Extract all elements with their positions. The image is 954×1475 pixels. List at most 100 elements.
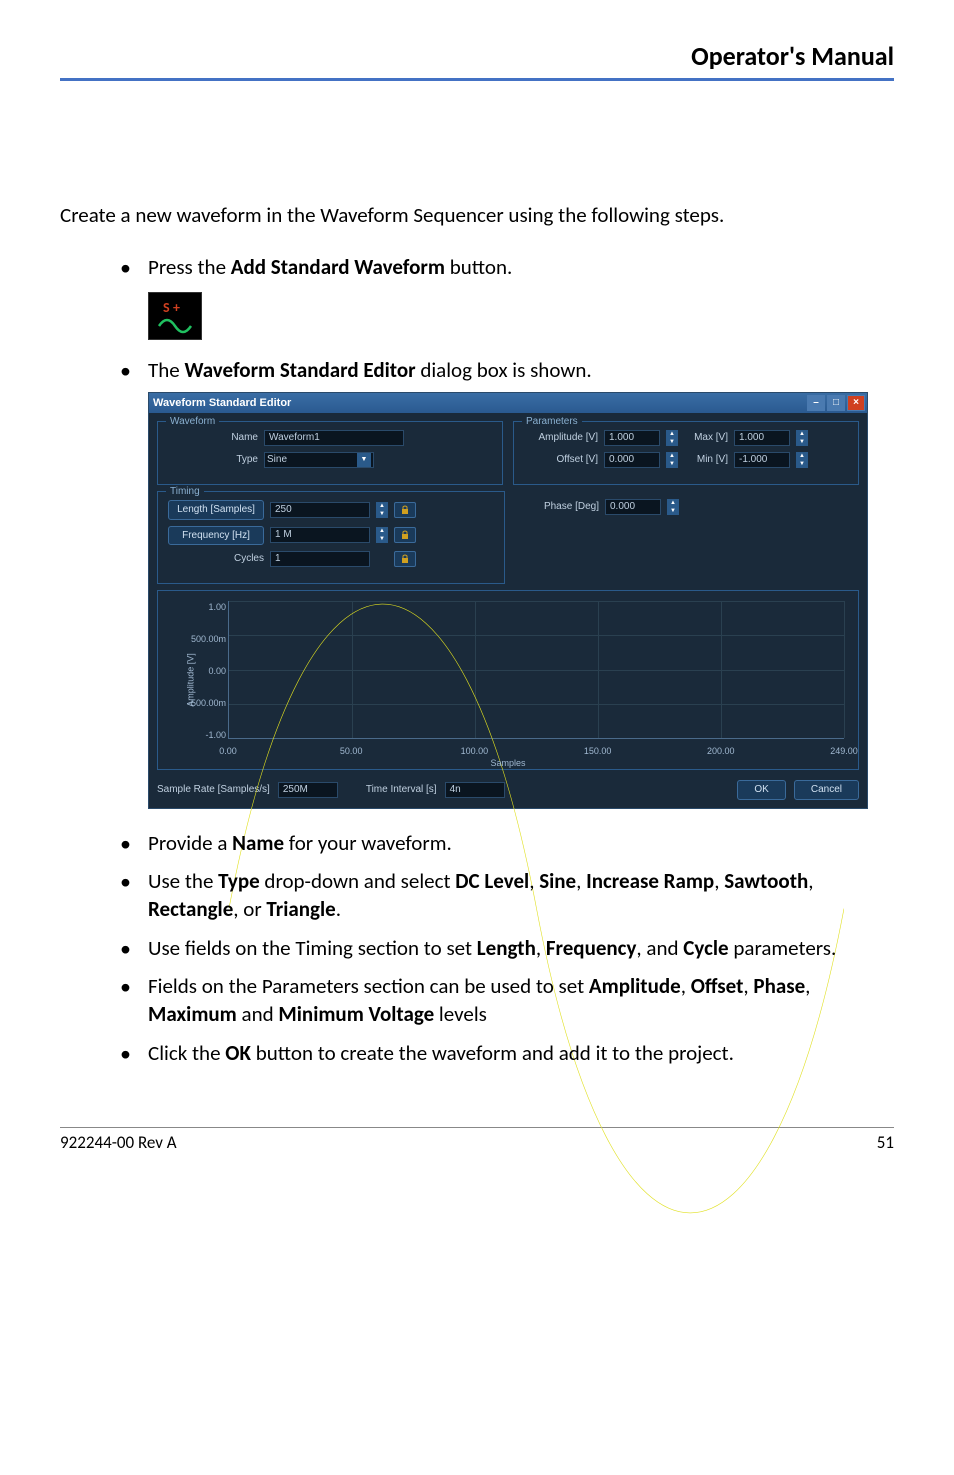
text: ,	[714, 868, 724, 894]
text-bold: Name	[232, 830, 284, 856]
max-input[interactable]: 1.000	[734, 430, 790, 446]
dialog-screenshot: Waveform Standard Editor – □ × Waveform …	[148, 392, 868, 809]
dialog-titlebar: Waveform Standard Editor – □ ×	[149, 393, 867, 413]
length-spinner[interactable]: ▲▼	[376, 502, 388, 518]
step-7: Click the OK button to create the wavefo…	[120, 1039, 894, 1067]
x-tick: 50.00	[340, 745, 363, 757]
amplitude-input[interactable]: 1.000	[604, 430, 660, 446]
group-legend: Waveform	[166, 415, 219, 429]
amplitude-spinner[interactable]: ▲▼	[666, 430, 678, 446]
text: Use the	[148, 868, 218, 894]
text-bold: Cycle	[683, 935, 728, 961]
text: ,	[576, 868, 586, 894]
text: ,	[536, 935, 546, 961]
length-button[interactable]: Length [Samples]	[168, 500, 264, 520]
offset-input[interactable]: 0.000	[604, 452, 660, 468]
group-legend: Parameters	[522, 415, 582, 429]
phase-input[interactable]: 0.000	[605, 499, 661, 515]
name-label: Name	[168, 431, 258, 445]
text: ,	[743, 973, 753, 999]
waveform-group: Waveform Name Waveform1 Type Sine ▼	[157, 421, 503, 485]
x-tick: 0.00	[219, 745, 237, 757]
step-4: Use the Type drop-down and select DC Lev…	[120, 867, 894, 924]
dialog-title: Waveform Standard Editor	[153, 396, 291, 411]
x-tick: 200.00	[707, 745, 735, 757]
text-bold: Rectangle	[148, 896, 233, 922]
text-bold: Sawtooth	[724, 868, 808, 894]
text-bold: Add Standard Waveform	[231, 254, 445, 280]
waveform-preview-chart: Amplitude [V] 1.00 500.00m 0.00 -500.00m…	[157, 590, 859, 770]
text: levels	[434, 1001, 487, 1027]
length-input[interactable]: 250	[270, 502, 370, 518]
minimize-icon[interactable]: –	[807, 395, 825, 411]
frequency-button[interactable]: Frequency [Hz]	[168, 526, 264, 546]
text: ,	[805, 973, 810, 999]
maximize-icon[interactable]: □	[827, 395, 845, 411]
y-tick: -1.00	[205, 729, 226, 741]
text: ,	[808, 868, 813, 894]
text: , and	[636, 935, 683, 961]
text-bold: DC Level	[455, 868, 529, 894]
text-bold: Increase Ramp	[586, 868, 714, 894]
x-tick: 100.00	[461, 745, 489, 757]
text: ,	[529, 868, 539, 894]
type-select[interactable]: Sine ▼	[264, 452, 374, 468]
step-1: Press the Add Standard Waveform button. …	[120, 253, 894, 339]
text-bold: Frequency	[546, 935, 637, 961]
frequency-input[interactable]: 1 M	[270, 527, 370, 543]
text-bold: Minimum Voltage	[278, 1001, 434, 1027]
type-value: Sine	[267, 453, 287, 467]
text: drop-down and select	[260, 868, 456, 894]
lock-icon[interactable]	[394, 527, 416, 543]
waveform-editor-dialog: Waveform Standard Editor – □ × Waveform …	[148, 392, 868, 809]
cycles-label: Cycles	[168, 552, 264, 566]
name-input[interactable]: Waveform1	[264, 430, 404, 446]
steps-list: Press the Add Standard Waveform button. …	[60, 253, 894, 1067]
frequency-spinner[interactable]: ▲▼	[376, 527, 388, 543]
text: and	[237, 1001, 279, 1027]
step-3: Provide a Name for your waveform.	[120, 829, 894, 857]
text: for your waveform.	[284, 830, 452, 856]
type-label: Type	[168, 453, 258, 467]
phase-spinner[interactable]: ▲▼	[667, 499, 679, 515]
text: parameters.	[729, 935, 837, 961]
lock-icon[interactable]	[394, 502, 416, 518]
y-tick: 0.00	[208, 665, 226, 677]
offset-label: Offset [V]	[524, 453, 598, 467]
text-bold: Sine	[539, 868, 576, 894]
max-spinner[interactable]: ▲▼	[796, 430, 808, 446]
min-spinner[interactable]: ▲▼	[796, 452, 808, 468]
y-tick: 500.00m	[191, 633, 226, 645]
text: Fields on the Parameters section can be …	[148, 973, 589, 999]
text: button to create the waveform and add it…	[251, 1040, 734, 1066]
x-axis-label: Samples	[490, 757, 525, 769]
footer-page-number: 51	[877, 1132, 894, 1153]
text: button.	[445, 254, 512, 280]
text-bold: Waveform Standard Editor	[184, 357, 415, 383]
text-bold: Triangle	[266, 896, 335, 922]
waveform-icon: S +	[148, 292, 202, 340]
svg-text:S: S	[163, 299, 170, 316]
close-icon[interactable]: ×	[847, 395, 865, 411]
y-tick: 1.00	[208, 601, 226, 613]
footer-left: 922244-00 Rev A	[60, 1132, 177, 1153]
step-5: Use fields on the Timing section to set …	[120, 934, 894, 962]
lock-icon[interactable]	[394, 551, 416, 567]
text-bold: Phase	[753, 973, 805, 999]
text: , or	[233, 896, 266, 922]
text: Use fields on the Timing section to set	[148, 935, 477, 961]
x-tick: 249.00	[830, 745, 858, 757]
text: Click the	[148, 1040, 225, 1066]
amplitude-label: Amplitude [V]	[524, 431, 598, 445]
max-label: Max [V]	[684, 431, 728, 445]
cycles-input[interactable]: 1	[270, 551, 370, 567]
min-input[interactable]: -1.000	[734, 452, 790, 468]
phase-label: Phase [Deg]	[525, 500, 599, 514]
y-tick: -500.00m	[188, 697, 226, 709]
timing-group: Timing Length [Samples] 250 ▲▼ Frequency…	[157, 491, 505, 584]
chart-plot-area	[228, 601, 844, 739]
step-2: The Waveform Standard Editor dialog box …	[120, 356, 894, 809]
text: .	[336, 896, 341, 922]
text: The	[148, 357, 184, 383]
offset-spinner[interactable]: ▲▼	[666, 452, 678, 468]
